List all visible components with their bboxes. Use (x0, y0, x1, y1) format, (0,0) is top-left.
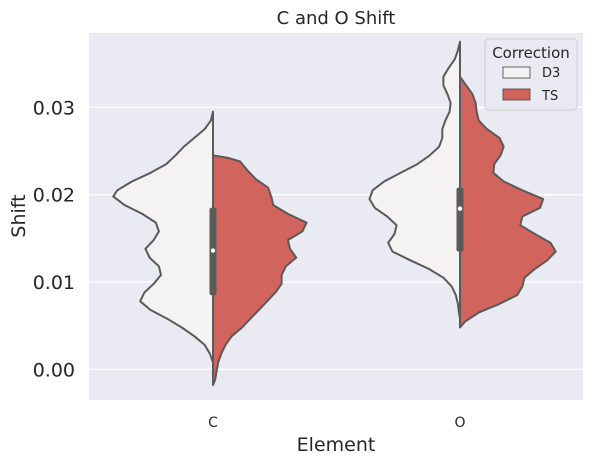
legend-swatch-ts (502, 88, 531, 101)
y-tick-label-3: 0.03 (33, 97, 75, 119)
legend-label-d3: D3 (542, 66, 560, 81)
y-axis-ticks: 0.00 0.01 0.02 0.03 (33, 97, 75, 381)
y-tick-label-1: 0.01 (33, 272, 75, 294)
x-tick-label-c: C (208, 415, 218, 431)
legend-title: Correction (492, 44, 570, 62)
box-markers (209, 104, 464, 361)
iqr-box-o (456, 187, 464, 252)
y-tick-label-0: 0.00 (33, 359, 75, 381)
legend-label-ts: TS (541, 89, 558, 104)
y-tick-label-2: 0.02 (33, 185, 75, 207)
legend: Correction D3 TS (484, 38, 578, 111)
violin-c-ts (212, 154, 308, 387)
x-tick-label-o: O (454, 415, 465, 431)
y-axis-label: Shift (8, 194, 30, 237)
violin-c-d3 (112, 110, 214, 364)
median-dot-o (457, 206, 463, 211)
chart-title: C and O Shift (277, 8, 396, 29)
violin-o-d3 (368, 40, 461, 320)
x-axis-label: Element (297, 434, 376, 456)
median-dot-c (210, 248, 216, 253)
violins (112, 40, 557, 387)
legend-swatch-d3 (502, 66, 531, 79)
violin-o-ts (459, 75, 557, 329)
